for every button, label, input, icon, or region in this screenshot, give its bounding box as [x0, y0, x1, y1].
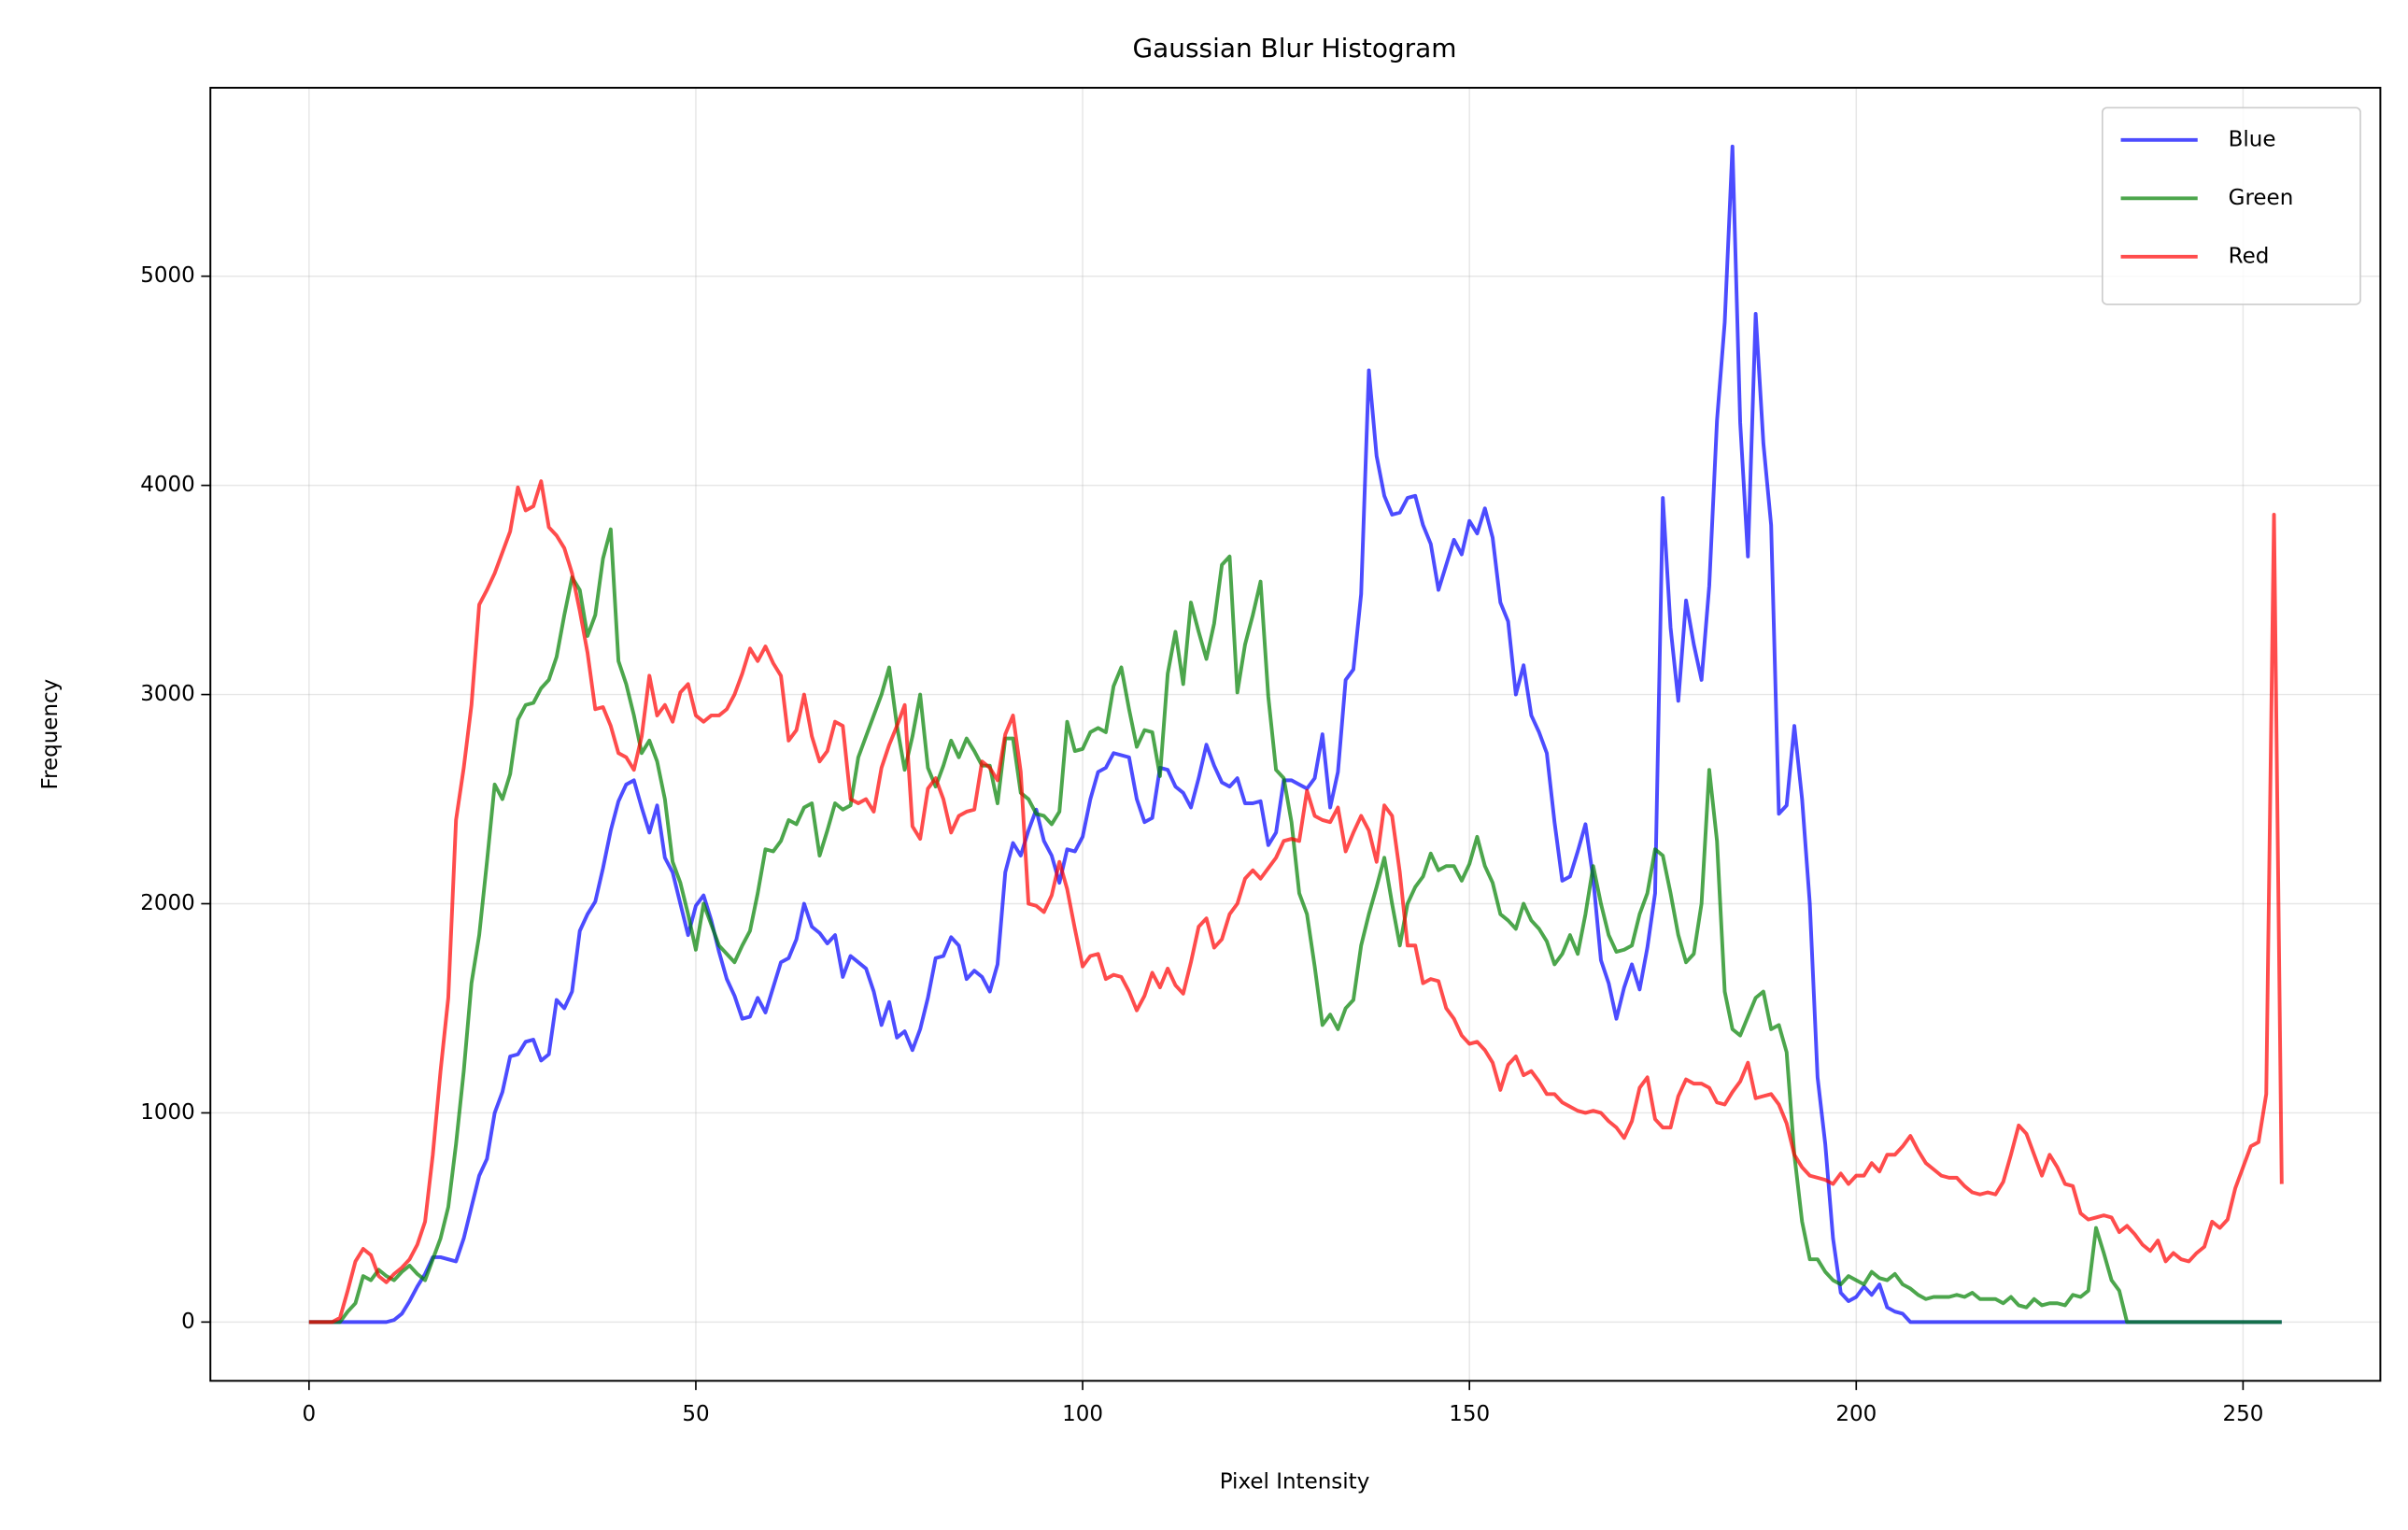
data-line: [308, 527, 2282, 1325]
y-tick-label: 4000: [140, 473, 195, 497]
legend: Blue Green Red: [2101, 106, 2361, 305]
legend-label: Green: [2229, 186, 2294, 210]
legend-label: Blue: [2229, 127, 2276, 151]
y-tick-label: 3000: [140, 682, 195, 706]
x-tick-label: 250: [2222, 1402, 2263, 1426]
axes-frame: [209, 86, 2382, 1382]
y-tick-label: 0: [181, 1310, 195, 1334]
x-axis-label: Pixel Intensity: [1220, 1469, 1370, 1494]
y-axis-label: Frequency: [38, 679, 63, 790]
chart-title: Gaussian Blur Histogram: [1133, 33, 1457, 64]
x-tick-label: 0: [303, 1402, 317, 1426]
data-line: [308, 144, 2282, 1325]
data-line: [308, 479, 2284, 1325]
y-tick-label: 5000: [140, 263, 195, 288]
x-tick-label: 150: [1449, 1402, 1490, 1426]
x-tick-label: 50: [682, 1402, 709, 1426]
legend-label: Red: [2229, 244, 2270, 268]
y-tick-label: 1000: [140, 1100, 195, 1125]
y-tick-label: 2000: [140, 891, 195, 915]
x-tick-label: 200: [1835, 1402, 1877, 1426]
x-tick-label: 100: [1062, 1402, 1103, 1426]
